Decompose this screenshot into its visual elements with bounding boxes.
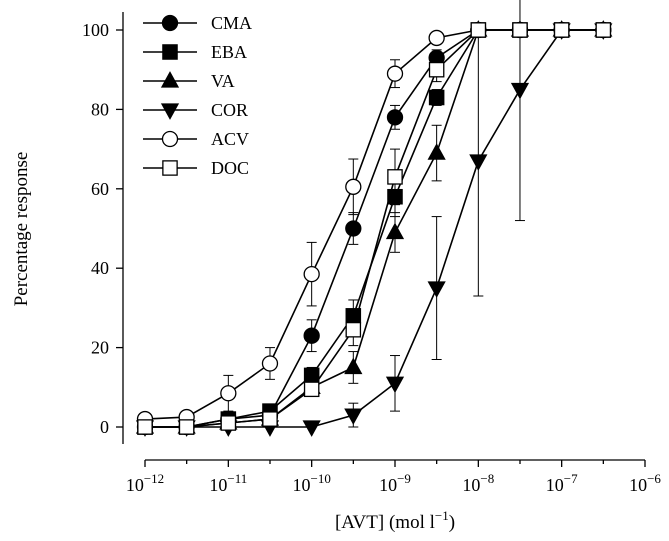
legend-marker bbox=[162, 160, 178, 176]
data-point-acv bbox=[428, 29, 445, 47]
data-point-eba bbox=[345, 308, 362, 324]
data-point-cma bbox=[303, 327, 320, 344]
legend-item-cma: CMA bbox=[143, 13, 252, 33]
data-point-acv bbox=[303, 266, 320, 283]
x-tick-label: 10−8 bbox=[462, 471, 494, 495]
legend-item-eba: EBA bbox=[143, 42, 247, 62]
data-point-doc bbox=[470, 22, 487, 38]
y-ticks: 0 20 40 60 80 100 bbox=[82, 20, 123, 437]
data-point-va bbox=[385, 222, 405, 240]
data-point-doc bbox=[428, 61, 445, 78]
y-tick-label: 100 bbox=[82, 20, 109, 40]
x-tick-label: 10−9 bbox=[379, 471, 411, 495]
data-point-va bbox=[344, 357, 363, 375]
legend-label: COR bbox=[211, 100, 248, 120]
x-axis-label-sup: −1 bbox=[435, 508, 449, 523]
data-point-cor bbox=[510, 82, 530, 100]
x-axis-label-main: [AVT] (mol l bbox=[335, 512, 435, 533]
y-tick-label: 0 bbox=[100, 417, 109, 437]
legend-item-doc: DOC bbox=[143, 158, 249, 178]
y-tick-label: 60 bbox=[91, 179, 109, 199]
x-tick-label: 10−10 bbox=[292, 471, 330, 495]
x-tick-label: 10−12 bbox=[126, 471, 164, 495]
legend-marker bbox=[162, 44, 178, 60]
data-point-doc bbox=[137, 419, 153, 435]
data-point-cma bbox=[345, 220, 362, 237]
y-tick-label: 40 bbox=[91, 258, 109, 278]
x-tick-label: 10−7 bbox=[546, 471, 578, 495]
y-tick-label: 80 bbox=[91, 99, 109, 119]
data-point-cor bbox=[469, 154, 488, 171]
legend-marker bbox=[161, 14, 179, 32]
data-point-doc bbox=[220, 415, 237, 431]
axes bbox=[122, 12, 645, 461]
data-point-doc bbox=[512, 22, 528, 38]
legend-label: VA bbox=[211, 71, 235, 91]
x-ticks: 10−12 10−11 10−10 10−9 10−8 10−7 10−6 bbox=[126, 460, 661, 495]
data-point-cor bbox=[344, 408, 363, 425]
legend-label: EBA bbox=[211, 42, 247, 62]
data-point-doc bbox=[595, 22, 612, 38]
data-point-doc bbox=[303, 381, 320, 398]
data-point-doc bbox=[553, 22, 570, 38]
data-point-doc bbox=[387, 169, 403, 185]
legend-label: ACV bbox=[211, 129, 249, 149]
data-point-doc bbox=[178, 419, 195, 435]
legend-item-acv: ACV bbox=[143, 129, 249, 149]
legend: CMA EBA VA COR ACV DOC bbox=[143, 13, 252, 178]
data-point-doc bbox=[345, 321, 362, 338]
data-point-acv bbox=[261, 355, 279, 372]
data-point-eba bbox=[428, 89, 445, 106]
x-axis-label: [AVT] (mol l−1) bbox=[335, 508, 455, 533]
data-point-acv bbox=[220, 385, 237, 402]
data-point-acv bbox=[345, 178, 362, 195]
legend-label: CMA bbox=[211, 13, 252, 33]
legend-marker bbox=[160, 103, 180, 120]
y-axis-label: Percentage response bbox=[11, 152, 32, 307]
data-point-acv bbox=[386, 65, 404, 82]
legend-marker bbox=[161, 130, 179, 148]
x-axis-label-tail: ) bbox=[449, 512, 455, 533]
data-point-va bbox=[427, 143, 446, 160]
legend-item-cor: COR bbox=[143, 100, 248, 120]
x-tick-label: 10−6 bbox=[629, 471, 661, 495]
x-tick-label: 10−11 bbox=[209, 471, 247, 495]
y-tick-label: 20 bbox=[91, 338, 109, 358]
legend-marker bbox=[160, 71, 180, 88]
legend-item-va: VA bbox=[143, 71, 235, 91]
data-point-cor bbox=[302, 420, 321, 437]
legend-label: DOC bbox=[211, 158, 249, 178]
data-point-cma bbox=[386, 109, 404, 126]
markers bbox=[135, 20, 613, 437]
data-point-eba bbox=[387, 188, 403, 205]
data-point-doc bbox=[262, 411, 278, 427]
data-point-cor bbox=[385, 376, 405, 394]
data-point-cor bbox=[427, 281, 446, 298]
